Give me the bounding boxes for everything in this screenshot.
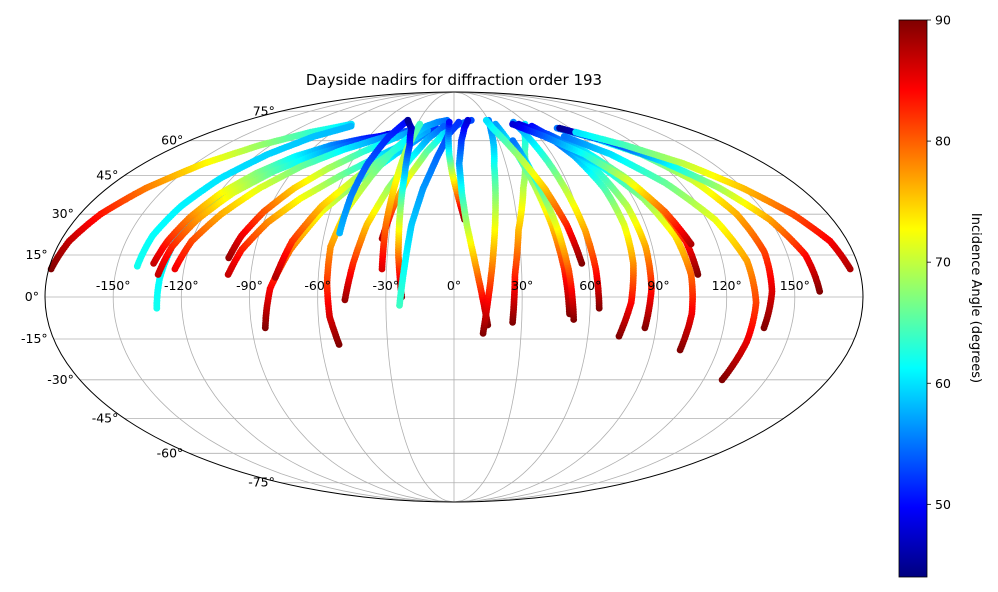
y-tick-label: 15° [26,247,48,262]
nadir-point [455,118,463,126]
y-tick-label: 45° [96,168,118,183]
nadir-point [464,116,472,124]
y-tick-label: -45° [92,410,119,425]
y-tick-label: 30° [52,206,74,221]
nadir-points [47,116,854,384]
x-tick-label: -90° [236,278,263,293]
x-tick-label: -150° [96,278,131,293]
nadir-point [445,118,453,126]
colorbar-tick-label: 80 [935,134,951,149]
map-boundary [44,91,864,503]
nadir-point [509,120,516,128]
nadir-point [509,137,517,145]
y-tick-label: 0° [25,289,39,304]
y-tick-label: -75° [248,475,275,490]
x-tick-label: 150° [780,278,810,293]
y-tick-label: -15° [21,331,48,346]
nadir-point [482,116,490,124]
x-tick-label: 120° [712,278,742,293]
colorbar-tick-label: 50 [935,497,951,512]
colorbar-tick-label: 60 [935,376,951,391]
y-tick-label: -60° [157,445,184,460]
x-tick-label: 30° [511,278,533,293]
nadir-point [416,120,424,128]
tick-labels: -150° -120° -90° -60° -30° 0° 30° 60° 90° 120° 150… [21,103,810,489]
colorbar-tick-label: 90 [935,13,951,28]
nadir-point [560,133,568,140]
nadir-point [347,122,355,130]
nadir-point [404,116,412,124]
colorbar-label: Incidence Angle (degrees) [968,213,983,383]
x-tick-label: 90° [647,278,669,293]
chart-title: Dayside nadirs for diffraction order 193 [306,71,602,89]
x-tick-label: -30° [372,278,399,293]
y-tick-label: 75° [253,103,275,118]
nadir-point [556,124,563,132]
colorbar-gradient [898,19,928,578]
colorbar-tick-label: 70 [935,255,951,270]
x-tick-label: -60° [304,278,331,293]
x-tick-label: -120° [164,278,199,293]
x-tick-label: 0° [447,278,461,293]
y-tick-label: -30° [47,372,74,387]
nadir-point [572,128,580,136]
colorbar: 50 60 70 80 90 Incidence Angle (degrees) [898,13,983,578]
graticule [45,91,863,503]
y-tick-label: 60° [161,133,183,148]
x-tick-label: 60° [579,278,601,293]
colorbar-ticks: 50 60 70 80 90 [927,13,951,512]
